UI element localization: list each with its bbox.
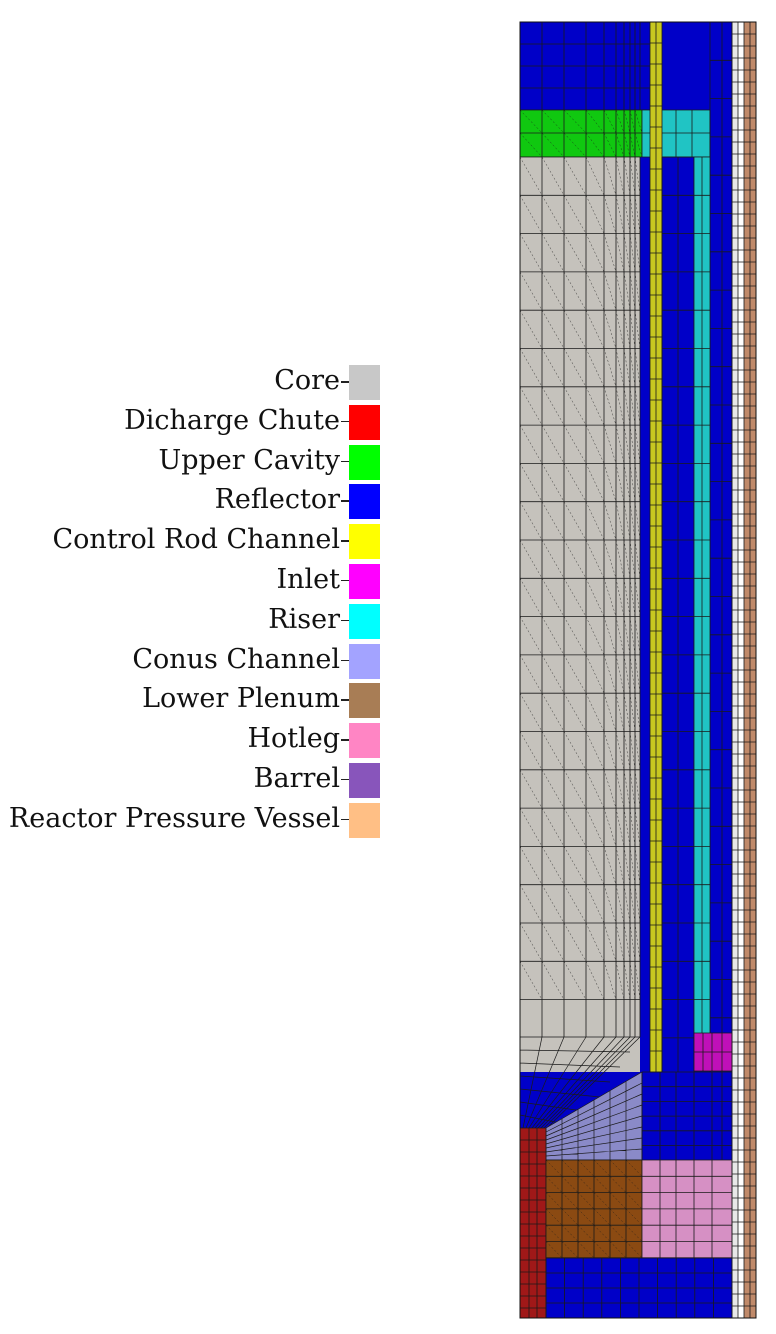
legend-swatch-conus-channel (349, 643, 380, 679)
legend-label: Core (274, 365, 340, 396)
legend-tick (341, 460, 349, 463)
legend-tick (341, 579, 349, 582)
lower-reflector-grid (641, 1071, 733, 1160)
vessel-wall-grid (731, 21, 757, 1319)
legend-swatch-reactor-pressure-vessel (349, 802, 380, 838)
legend-tick (341, 619, 349, 622)
legend-tick (341, 540, 349, 542)
legend-item-inlet: Inlet (0, 561, 382, 601)
legend-label: Dicharge Chute (124, 404, 340, 436)
legend-tick (341, 699, 349, 701)
legend-tick (341, 739, 349, 741)
control-rod-grid (649, 21, 663, 1073)
legend-swatch-inlet (349, 563, 380, 599)
legend-swatch-barrel (349, 762, 380, 798)
reflector-mid-grid (661, 156, 695, 1072)
legend-swatch-control-rod-channel (349, 524, 380, 560)
legend-swatch-discharge-chute (349, 404, 380, 440)
legend-swatch-riser (349, 603, 380, 639)
legend-swatch-upper-cavity (349, 444, 380, 480)
legend-item-hotleg: Hotleg (0, 720, 382, 760)
legend-item-barrel: Barrel (0, 760, 382, 800)
legend-tick (341, 381, 349, 383)
upper-cavity-region (520, 110, 642, 157)
legend-tick (341, 659, 349, 662)
legend-item-core: Core (0, 362, 382, 402)
legend-label: Conus Channel (132, 643, 340, 675)
legend-item-discharge-chute: Dicharge Chute (0, 402, 382, 442)
legend-item-reflector: Reflector (0, 481, 382, 521)
legend-swatch-core (349, 365, 380, 400)
legend-item-lower-plenum: Lower Plenum (0, 680, 382, 720)
legend-swatch-lower-plenum (349, 683, 380, 719)
legend: Core Dicharge Chute Upper Cavity Reflector C… (0, 362, 382, 840)
legend-label: Upper Cavity (158, 444, 340, 476)
legend-item-control-rod-channel: Control Rod Channel (0, 521, 382, 561)
legend-label: Reflector (214, 484, 340, 516)
legend-swatch-reflector (349, 484, 380, 520)
legend-tick (341, 818, 349, 821)
legend-label: Lower Plenum (142, 683, 340, 715)
legend-label: Control Rod Channel (52, 524, 340, 556)
legend-tick (341, 778, 349, 781)
legend-item-reactor-pressure-vessel: Reactor Pressure Vessel (0, 800, 382, 840)
riser-vertical-grid (693, 156, 711, 1033)
legend-label: Inlet (276, 563, 340, 595)
legend-label: Barrel (253, 762, 340, 794)
core-region (520, 157, 640, 1072)
legend-swatch-hotleg (349, 723, 380, 759)
legend-tick (341, 500, 349, 502)
legend-item-upper-cavity: Upper Cavity (0, 442, 382, 482)
legend-item-conus-channel: Conus Channel (0, 641, 382, 681)
legend-label: Reactor Pressure Vessel (8, 802, 340, 834)
discharge-chute-region (520, 1128, 546, 1318)
legend-label: Riser (268, 603, 340, 635)
legend-label: Hotleg (247, 723, 340, 755)
mesh-outline (519, 21, 757, 1319)
legend-tick (341, 420, 349, 423)
legend-item-riser: Riser (0, 601, 382, 641)
